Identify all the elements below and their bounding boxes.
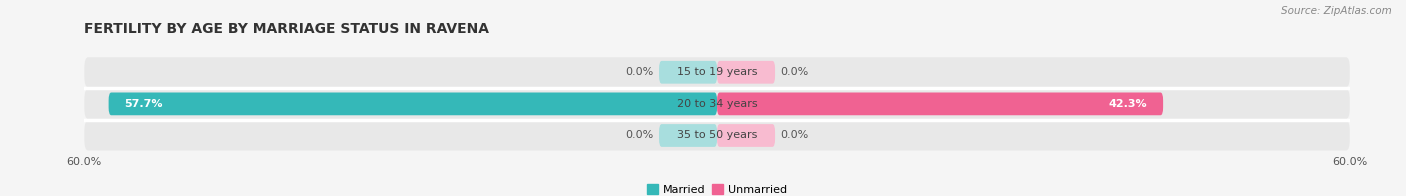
Legend: Married, Unmarried: Married, Unmarried bbox=[643, 180, 792, 196]
Text: 35 to 50 years: 35 to 50 years bbox=[676, 131, 758, 141]
Text: 20 to 34 years: 20 to 34 years bbox=[676, 99, 758, 109]
Text: Source: ZipAtlas.com: Source: ZipAtlas.com bbox=[1281, 6, 1392, 16]
Text: 42.3%: 42.3% bbox=[1109, 99, 1147, 109]
FancyBboxPatch shape bbox=[84, 121, 1350, 151]
Text: 15 to 19 years: 15 to 19 years bbox=[676, 67, 758, 77]
FancyBboxPatch shape bbox=[717, 93, 1163, 115]
FancyBboxPatch shape bbox=[717, 124, 775, 147]
Text: 0.0%: 0.0% bbox=[626, 67, 654, 77]
Text: 0.0%: 0.0% bbox=[780, 131, 808, 141]
FancyBboxPatch shape bbox=[108, 93, 717, 115]
Text: 57.7%: 57.7% bbox=[125, 99, 163, 109]
FancyBboxPatch shape bbox=[84, 89, 1350, 119]
FancyBboxPatch shape bbox=[659, 61, 717, 84]
FancyBboxPatch shape bbox=[84, 57, 1350, 87]
Text: 0.0%: 0.0% bbox=[780, 67, 808, 77]
Text: FERTILITY BY AGE BY MARRIAGE STATUS IN RAVENA: FERTILITY BY AGE BY MARRIAGE STATUS IN R… bbox=[84, 22, 489, 36]
FancyBboxPatch shape bbox=[659, 124, 717, 147]
FancyBboxPatch shape bbox=[717, 61, 775, 84]
Text: 0.0%: 0.0% bbox=[626, 131, 654, 141]
